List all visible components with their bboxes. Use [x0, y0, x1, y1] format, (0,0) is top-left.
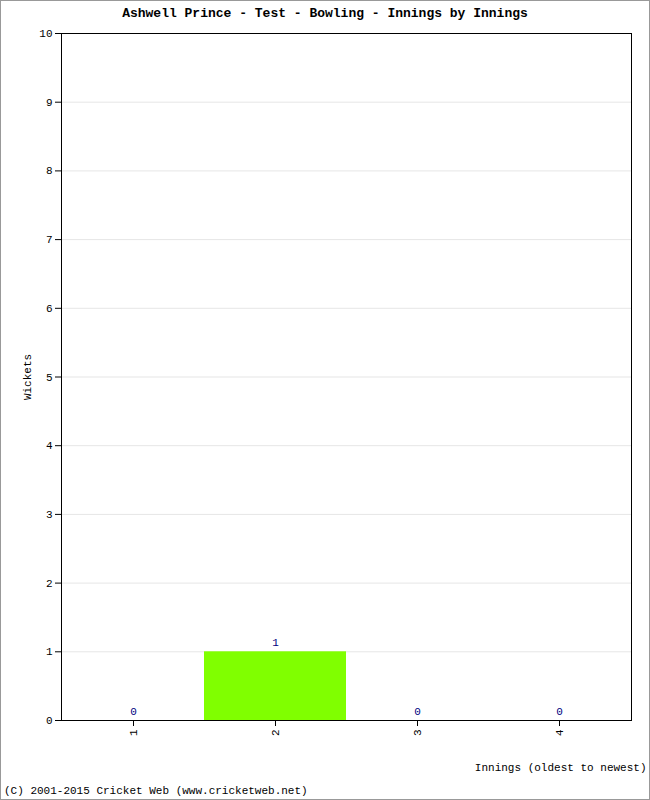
svg-text:0: 0 — [556, 706, 563, 718]
svg-text:10: 10 — [39, 28, 52, 40]
svg-text:6: 6 — [46, 303, 53, 315]
svg-text:9: 9 — [46, 97, 53, 109]
svg-text:0: 0 — [414, 706, 421, 718]
svg-text:4: 4 — [554, 729, 566, 736]
svg-text:1: 1 — [128, 729, 140, 736]
svg-text:1: 1 — [272, 637, 279, 649]
svg-text:8: 8 — [46, 165, 53, 177]
svg-text:0: 0 — [46, 715, 53, 727]
svg-text:Wickets: Wickets — [22, 354, 34, 400]
svg-text:7: 7 — [46, 234, 53, 246]
svg-text:0: 0 — [130, 706, 137, 718]
svg-text:3: 3 — [46, 509, 53, 521]
svg-text:4: 4 — [46, 440, 53, 452]
svg-text:2: 2 — [270, 730, 282, 737]
html-text:(C) 2001-2015 Cricket Web (www: (C) 2001-2015 Cricket Web (www.cricketwe… — [4, 785, 308, 797]
svg-text:2: 2 — [46, 578, 53, 590]
svg-text:Innings (oldest to newest): Innings (oldest to newest) — [475, 762, 647, 774]
svg-text:3: 3 — [412, 730, 424, 737]
svg-text:5: 5 — [46, 372, 53, 384]
svg-text:1: 1 — [46, 646, 53, 658]
html-text:Ashwell Prince - Test - Bowlin: Ashwell Prince - Test - Bowling - Inning… — [122, 6, 528, 21]
